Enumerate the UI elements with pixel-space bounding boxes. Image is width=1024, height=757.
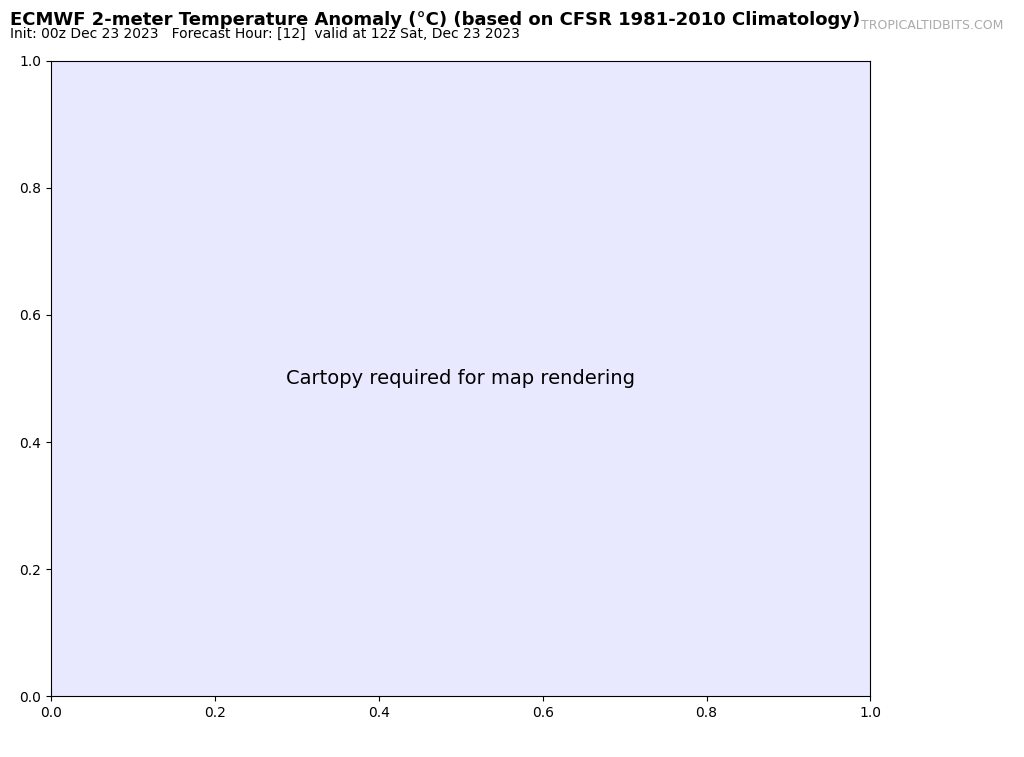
Text: ECMWF 2-meter Temperature Anomaly (°C) (based on CFSR 1981-2010 Climatology): ECMWF 2-meter Temperature Anomaly (°C) (… [10,11,860,30]
Text: TROPICALTIDBITS.COM: TROPICALTIDBITS.COM [861,19,1004,32]
Text: Init: 00z Dec 23 2023   Forecast Hour: [12]  valid at 12z Sat, Dec 23 2023: Init: 00z Dec 23 2023 Forecast Hour: [12… [10,26,520,40]
Text: Cartopy required for map rendering: Cartopy required for map rendering [287,369,635,388]
